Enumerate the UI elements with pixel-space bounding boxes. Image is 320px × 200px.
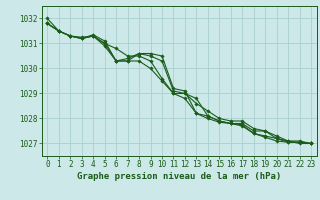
X-axis label: Graphe pression niveau de la mer (hPa): Graphe pression niveau de la mer (hPa) [77, 172, 281, 181]
